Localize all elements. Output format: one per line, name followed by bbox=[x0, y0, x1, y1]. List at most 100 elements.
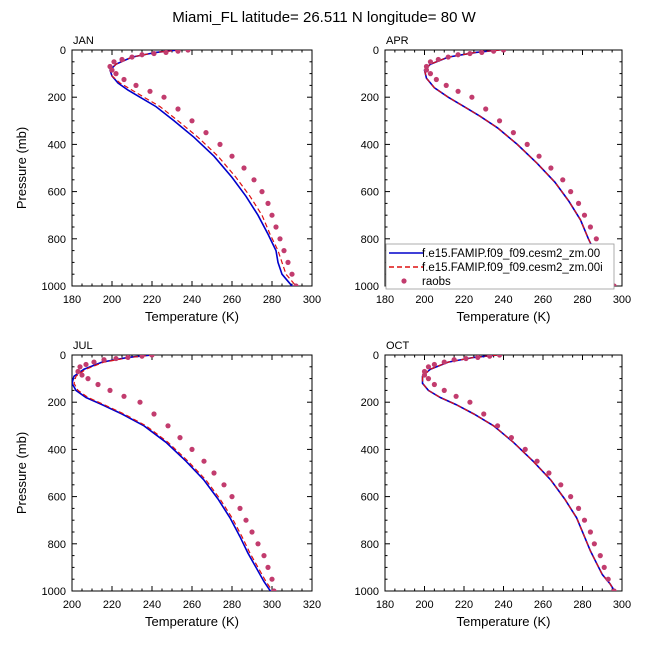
y-tick-label: 400 bbox=[48, 139, 66, 151]
x-tick-label: 320 bbox=[303, 599, 321, 611]
x-axis-label: Temperature (K) bbox=[145, 309, 239, 324]
y-tick-label: 600 bbox=[361, 492, 379, 504]
raobs-point bbox=[463, 355, 469, 362]
raobs-point bbox=[587, 224, 594, 230]
raobs-point bbox=[281, 248, 287, 254]
panel-label: APR bbox=[386, 35, 409, 47]
legend-marker-raobs bbox=[401, 278, 407, 284]
raobs-point bbox=[455, 52, 461, 58]
x-tick-label: 300 bbox=[263, 599, 281, 611]
raobs-point bbox=[83, 361, 89, 368]
panel-label: JAN bbox=[73, 35, 94, 47]
raobs-point bbox=[491, 50, 497, 54]
raobs-point bbox=[467, 399, 473, 405]
raobs-point bbox=[425, 364, 432, 370]
raobs-point bbox=[217, 141, 223, 147]
raobs-point bbox=[524, 141, 530, 147]
x-tick-label: 280 bbox=[223, 599, 241, 611]
raobs-point bbox=[189, 446, 195, 452]
raobs-point bbox=[165, 423, 171, 429]
raobs-point bbox=[500, 50, 507, 53]
x-tick-label: 200 bbox=[415, 599, 433, 611]
raobs-point bbox=[425, 376, 432, 382]
raobs-point bbox=[271, 588, 277, 591]
raobs-point bbox=[107, 387, 113, 393]
x-axis-label: Temperature (K) bbox=[457, 614, 551, 629]
raobs-point bbox=[496, 118, 503, 124]
raobs-point bbox=[139, 355, 145, 359]
raobs-point bbox=[237, 505, 243, 511]
x-tick-label: 240 bbox=[494, 294, 512, 306]
x-tick-label: 220 bbox=[143, 294, 161, 306]
raobs-point bbox=[125, 355, 131, 360]
raobs-point bbox=[177, 435, 183, 441]
raobs-point bbox=[581, 517, 588, 523]
y-tick-label: 1000 bbox=[355, 281, 379, 293]
legend-label: raobs bbox=[422, 276, 451, 288]
raobs-point bbox=[441, 387, 447, 393]
raobs-point bbox=[601, 564, 607, 571]
y-tick-label: 400 bbox=[361, 139, 379, 151]
raobs-point bbox=[259, 189, 265, 195]
x-tick-label: 300 bbox=[613, 599, 631, 611]
x-tick-label: 300 bbox=[613, 294, 631, 306]
raobs-point bbox=[121, 393, 127, 399]
y-tick-label: 200 bbox=[361, 92, 379, 104]
raobs-point bbox=[101, 357, 107, 363]
raobs-point bbox=[548, 165, 554, 171]
raobs-point bbox=[139, 52, 145, 58]
raobs-point bbox=[467, 50, 473, 57]
raobs-point bbox=[285, 259, 291, 265]
raobs-point bbox=[479, 50, 485, 55]
raobs-point bbox=[575, 505, 582, 511]
raobs-point bbox=[558, 482, 564, 488]
x-tick-label: 200 bbox=[63, 599, 81, 611]
raobs-point bbox=[77, 364, 83, 370]
raobs-point bbox=[221, 482, 227, 488]
y-tick-label: 0 bbox=[373, 45, 379, 57]
x-axis-label: Temperature (K) bbox=[145, 614, 239, 629]
raobs-point bbox=[587, 529, 594, 535]
legend-label: f.e15.FAMIP.f09_f09.cesm2_zm.00i bbox=[422, 262, 603, 274]
raobs-point bbox=[265, 564, 271, 571]
raobs-point bbox=[243, 517, 249, 523]
x-tick-label: 240 bbox=[143, 599, 161, 611]
raobs-point bbox=[445, 54, 451, 60]
raobs-point bbox=[265, 200, 271, 206]
raobs-point bbox=[175, 50, 181, 54]
x-tick-label: 260 bbox=[223, 294, 241, 306]
series-line-00i bbox=[73, 355, 274, 591]
x-tick-label: 180 bbox=[63, 294, 81, 306]
raobs-point bbox=[273, 224, 279, 230]
raobs-point bbox=[189, 118, 195, 124]
x-tick-label: 260 bbox=[534, 294, 552, 306]
raobs-point bbox=[443, 82, 449, 88]
raobs-point bbox=[75, 368, 81, 375]
series-layer bbox=[107, 50, 299, 286]
panel-jul: 200 220 240 260 280 300 320 0 200 400 600 800 1000 Te… bbox=[14, 340, 321, 629]
raobs-point bbox=[241, 165, 247, 171]
raobs-point bbox=[113, 355, 119, 362]
y-tick-label: 0 bbox=[60, 45, 66, 57]
raobs-point bbox=[119, 56, 125, 63]
y-tick-label: 1000 bbox=[355, 586, 379, 598]
series-layer bbox=[421, 355, 617, 591]
raobs-point bbox=[185, 50, 191, 53]
y-tick-label: 400 bbox=[48, 444, 66, 456]
raobs-point bbox=[149, 355, 155, 358]
raobs-point bbox=[277, 236, 283, 242]
raobs-point bbox=[91, 359, 97, 365]
raobs-point bbox=[423, 67, 430, 73]
x-tick-label: 220 bbox=[455, 294, 473, 306]
panel-oct: 180 200 220 240 260 280 300 0 200 400 600 800 1000 Te… bbox=[355, 340, 632, 629]
y-tick-label: 200 bbox=[48, 92, 66, 104]
y-tick-label: 800 bbox=[48, 234, 66, 246]
panel-jan: 180 200 220 240 260 280 300 0 200 400 600 800 1000 Te… bbox=[14, 35, 321, 324]
raobs-point bbox=[137, 399, 143, 405]
x-tick-label: 280 bbox=[263, 294, 281, 306]
series-line-00 bbox=[109, 50, 294, 286]
legend: f.e15.FAMIP.f09_f09.cesm2_zm.00 f.e15.FAM… bbox=[385, 243, 615, 290]
raobs-point bbox=[593, 236, 599, 242]
raobs-point bbox=[269, 212, 275, 218]
